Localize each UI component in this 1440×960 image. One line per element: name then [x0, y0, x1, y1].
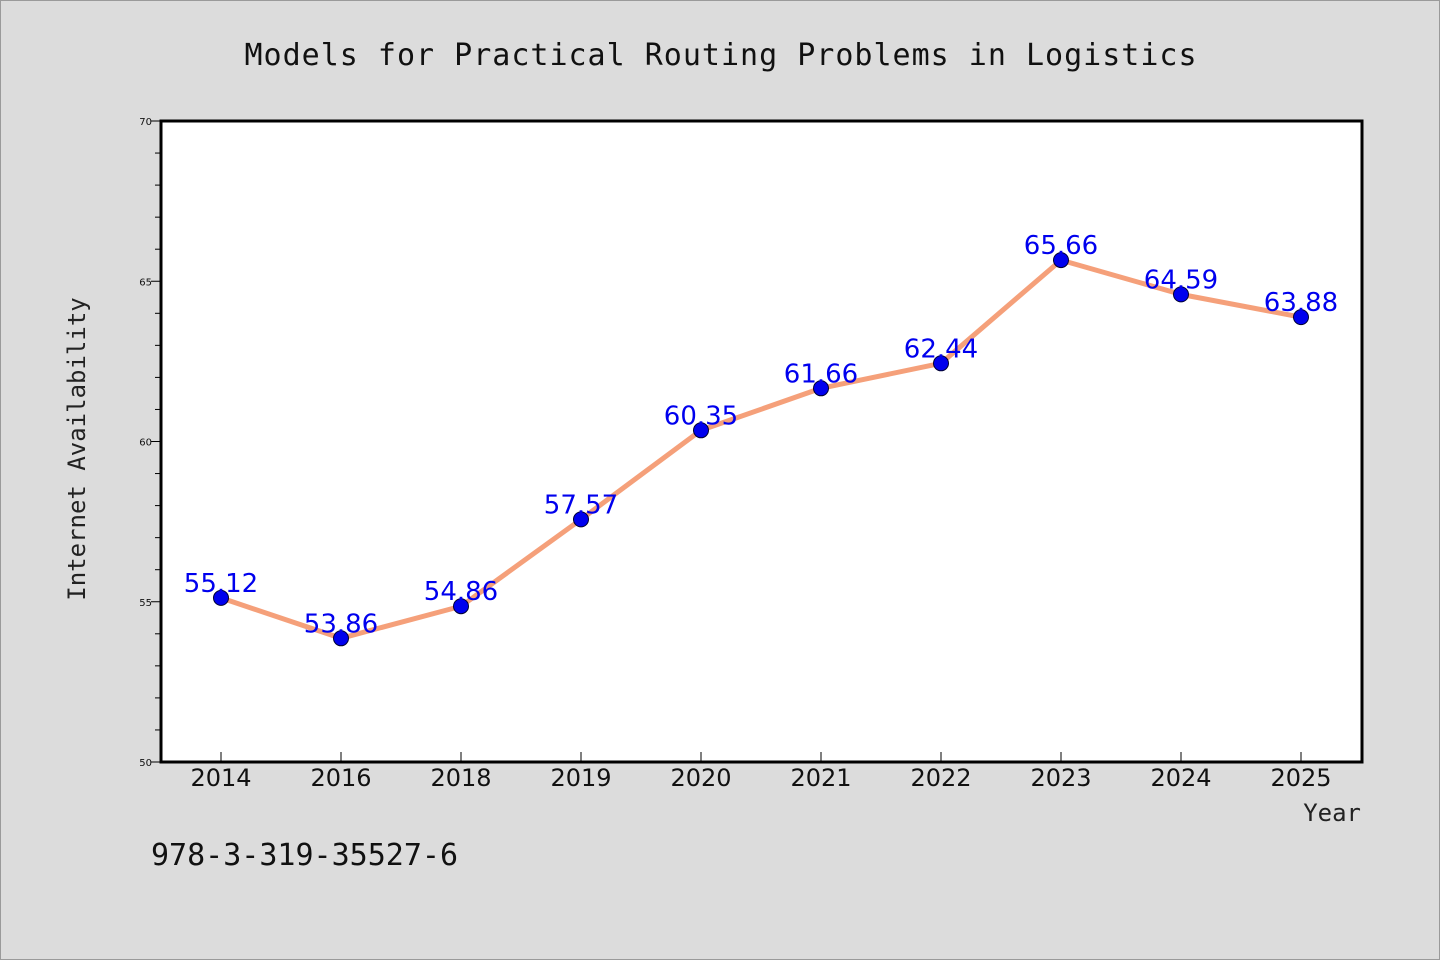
- x-tick-label: 2014: [190, 764, 251, 792]
- data-label: 60.35: [664, 401, 738, 431]
- x-axis-ticks: [220, 752, 1302, 762]
- y-axis-label: Internet Availability: [63, 297, 91, 600]
- x-axis-label: Year: [1303, 799, 1361, 827]
- plot-frame: [159, 119, 1364, 764]
- x-tick-label: 2019: [550, 764, 611, 792]
- x-tick-label: 2025: [1270, 764, 1331, 792]
- data-label: 54.86: [424, 577, 498, 607]
- chart-title: Models for Practical Routing Problems in…: [244, 38, 1197, 73]
- data-label: 53.86: [304, 609, 378, 639]
- data-point-marker: [693, 422, 709, 439]
- data-labels: 55.12 53.86 54.86 57.57 60.35 61.66 62.44 65.66…: [184, 231, 1338, 639]
- plot-area: [161, 121, 1362, 762]
- y-tick-label: 50: [139, 758, 152, 769]
- data-label: 64.59: [1144, 265, 1218, 295]
- x-tick-label: 2021: [790, 764, 851, 792]
- x-tick-label: 2020: [670, 764, 731, 792]
- x-tick-label: 2016: [310, 764, 371, 792]
- y-tick-label: 55: [139, 598, 152, 609]
- data-label: 62.44: [904, 334, 978, 364]
- data-point-marker: [1173, 286, 1189, 303]
- y-axis-tick-labels: 50 55 60 65 70: [139, 117, 152, 769]
- data-label: 61.66: [784, 359, 858, 389]
- y-tick-label: 70: [139, 117, 152, 128]
- data-point-marker: [813, 380, 829, 397]
- data-point-marker: [1053, 252, 1069, 269]
- x-tick-label: 2022: [910, 764, 971, 792]
- series-line: [218, 257, 1304, 641]
- data-label: 65.66: [1024, 231, 1098, 261]
- data-label: 55.12: [184, 569, 258, 599]
- series-markers: [213, 252, 1309, 647]
- data-label: 63.88: [1264, 288, 1338, 318]
- footer-identifier: 978-3-319-35527-6: [151, 838, 458, 873]
- data-point-marker: [333, 630, 349, 647]
- x-tick-label: 2018: [430, 764, 491, 792]
- x-axis-tick-labels: 2014 2016 2018 2019 2020 2021 2022 2023 2024 2025: [190, 764, 1331, 792]
- x-tick-label: 2023: [1030, 764, 1091, 792]
- y-tick-label: 60: [139, 438, 152, 449]
- data-point-marker: [453, 598, 469, 615]
- x-tick-label: 2024: [1150, 764, 1211, 792]
- data-point-marker: [1293, 309, 1309, 326]
- y-tick-label: 65: [139, 277, 152, 288]
- data-label: 57.57: [544, 490, 618, 520]
- data-point-marker: [933, 355, 949, 372]
- data-point-marker: [213, 589, 229, 606]
- data-point-marker: [573, 511, 589, 528]
